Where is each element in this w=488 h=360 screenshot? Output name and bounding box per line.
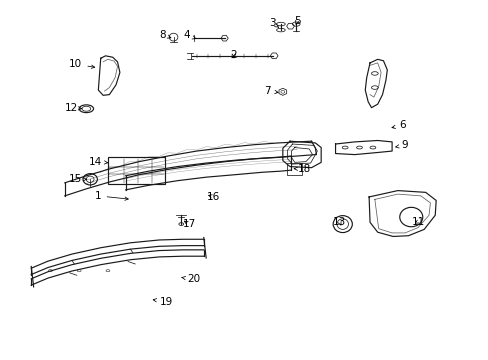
Text: 2: 2 [230,50,237,60]
Text: 6: 6 [391,120,405,130]
Text: 3: 3 [268,18,278,28]
Text: 4: 4 [183,30,196,40]
Text: 20: 20 [182,274,201,284]
Text: 18: 18 [294,164,310,174]
Text: 10: 10 [69,59,95,69]
Text: 14: 14 [88,157,107,167]
Text: 5: 5 [293,15,300,26]
Text: 1: 1 [95,191,128,201]
Text: 12: 12 [64,103,81,113]
Text: 11: 11 [410,217,424,227]
Text: 16: 16 [206,192,220,202]
Text: 7: 7 [264,86,278,96]
Text: 17: 17 [183,219,196,229]
Text: 13: 13 [332,217,346,227]
Text: 15: 15 [69,174,86,184]
Text: 19: 19 [153,297,173,307]
Text: 8: 8 [160,30,170,40]
Text: 9: 9 [395,140,407,150]
